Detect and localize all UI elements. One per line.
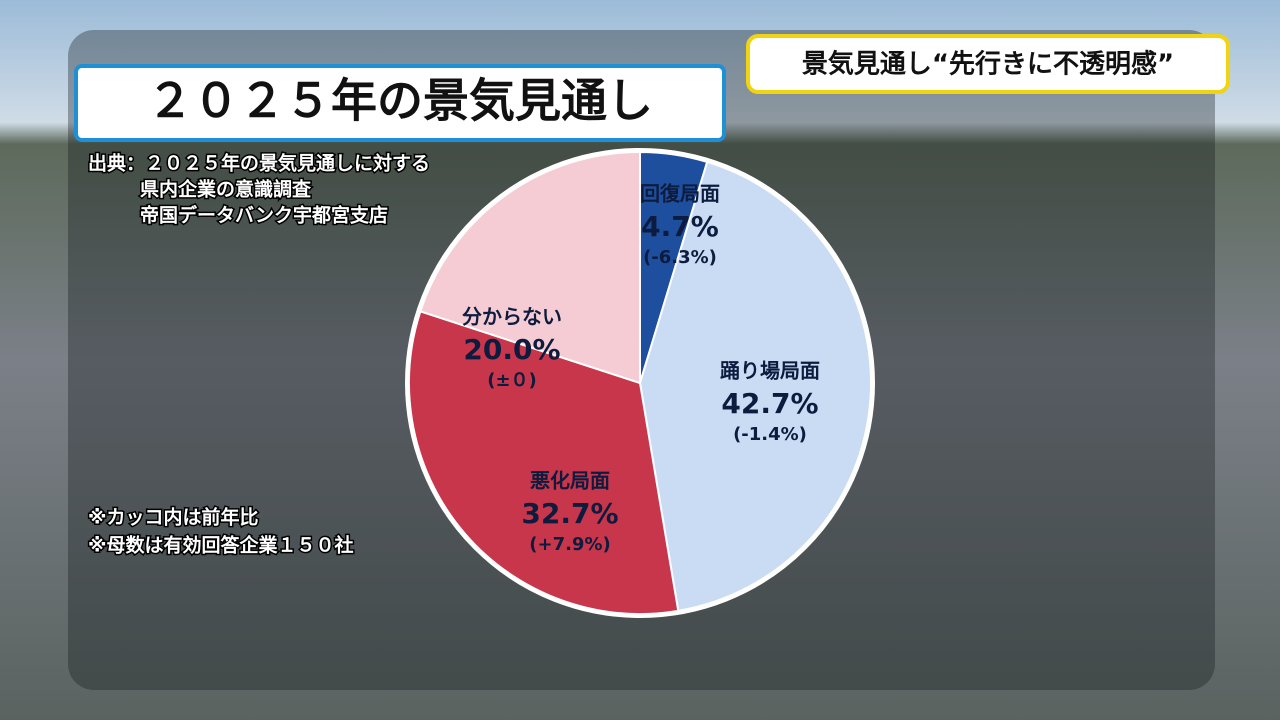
slice-category: 分からない: [462, 305, 562, 329]
pie-slice: [408, 310, 680, 615]
slice-change: (-6.3%): [643, 247, 717, 268]
topic-box: [746, 34, 1230, 94]
title-box: [74, 64, 726, 142]
source-block: 出典：２０２５年の景気見通しに対する 県内企業の意識調査 帝国データバンク宇都宮…: [87, 150, 432, 558]
slice-value: 42.7%: [721, 387, 818, 420]
slice-change: (+7.9%): [529, 534, 610, 555]
slice-change: (±０): [487, 370, 537, 391]
note: ※母数は有効回答企業１５０社: [88, 534, 353, 557]
pie-slice: [638, 160, 872, 612]
source-line: 出典：２０２５年の景気見通しに対する: [88, 152, 430, 175]
slice-change: (-1.4%): [733, 424, 807, 445]
pie-border: [405, 148, 875, 618]
title: ２０２５年の景気見通し: [147, 74, 653, 128]
pie-chart: 回復局面 4.7% (-6.3%) 踊り場局面 42.7% (-1.4%) 悪化局面 32.7…: [405, 148, 875, 618]
slice-value: 32.7%: [521, 497, 618, 530]
topic: 景気見通し“先行きに不透明感”: [802, 49, 1174, 80]
pie-slice: [419, 150, 641, 385]
source-line: 帝国データバンク宇都宮支店: [140, 204, 388, 227]
slice-value: 4.7%: [641, 210, 719, 243]
slice-category: 踊り場局面: [720, 359, 820, 383]
source-line: 県内企業の意識調査: [140, 178, 312, 201]
slice-category: 回復局面: [640, 182, 720, 206]
slice-category: 悪化局面: [530, 469, 610, 493]
note: ※カッコ内は前年比: [88, 506, 258, 529]
slice-value: 20.0%: [463, 333, 560, 366]
